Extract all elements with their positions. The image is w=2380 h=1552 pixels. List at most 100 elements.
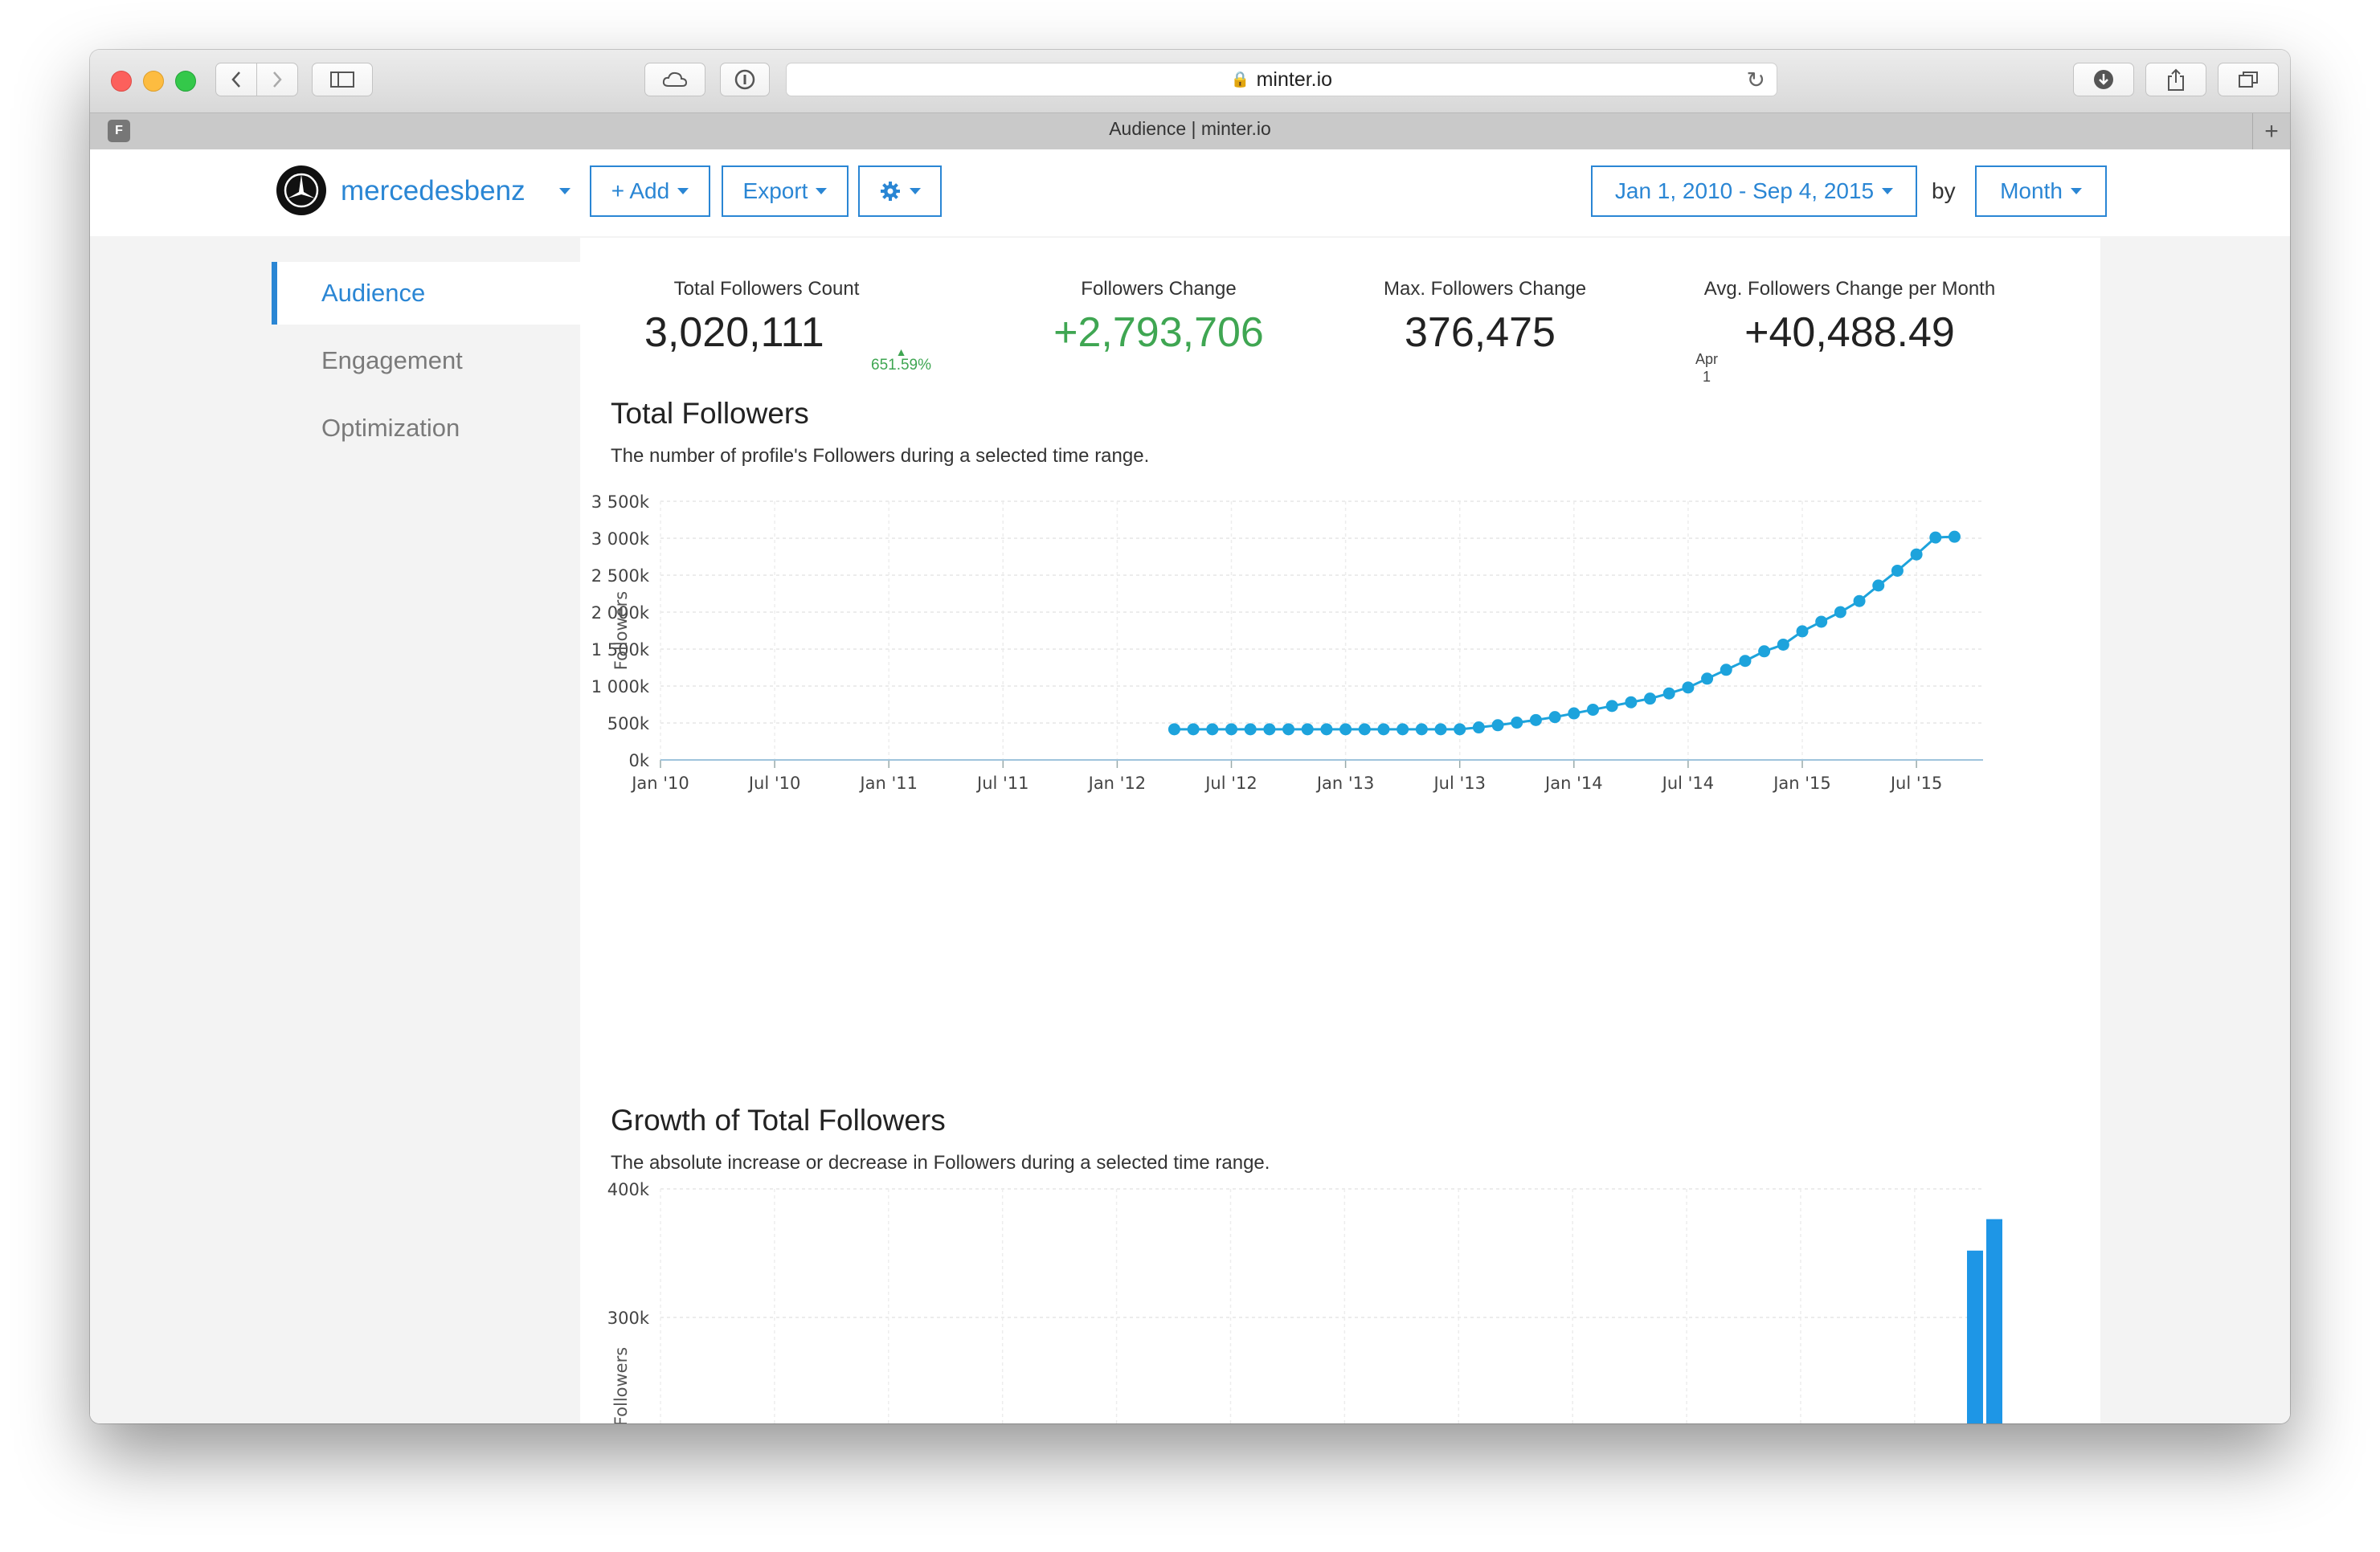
x-tick-label: Jan '10 — [630, 774, 689, 793]
max-change-date: Apr 1 — [1691, 350, 1723, 386]
data-point — [1454, 723, 1466, 736]
followers-change-percent: ▲ 651.59% — [871, 345, 932, 374]
tabs-overview-button[interactable] — [2218, 63, 2279, 96]
x-tick-label: Jan '14 — [1544, 774, 1603, 793]
x-tick-label: Jul '15 — [1889, 774, 1943, 793]
data-point — [1605, 700, 1618, 713]
chevron-right-icon — [273, 71, 282, 88]
data-point — [1511, 717, 1523, 729]
granularity-select[interactable]: Month — [1975, 165, 2107, 217]
stat-total-followers: Total Followers Count 3,020,111 — [644, 278, 889, 357]
forward-button[interactable] — [256, 63, 298, 96]
y-tick-label: 3 500k — [591, 492, 650, 512]
favicon-icon: F — [108, 120, 130, 142]
share-button[interactable] — [2145, 63, 2206, 96]
y-tick-label: 0k — [628, 751, 649, 770]
data-point — [1301, 723, 1314, 736]
y-axis-label: Followers — [611, 1347, 631, 1423]
caret-down-icon — [816, 188, 828, 194]
stat-label: Max. Followers Change — [1384, 278, 1587, 300]
browser-window: 🔒 minter.io ↻ F Audience | minter.io + m… — [90, 50, 2290, 1423]
sidebar-item-engagement[interactable]: Engagement — [272, 329, 582, 392]
settings-button[interactable] — [858, 165, 942, 217]
max-change-month: Apr — [1695, 351, 1718, 367]
add-button[interactable]: + Add — [590, 165, 710, 217]
growth-desc: The absolute increase or decrease in Fol… — [611, 1152, 1270, 1174]
sidebar-item-label: Audience — [321, 279, 426, 307]
data-point — [1472, 721, 1485, 734]
data-point — [1339, 723, 1352, 736]
info-circle-icon — [734, 69, 755, 90]
sidebar-item-audience[interactable]: Audience — [272, 262, 582, 325]
tabs-icon — [2239, 71, 2258, 88]
date-range-picker[interactable]: Jan 1, 2010 - Sep 4, 2015 — [1591, 165, 1917, 217]
data-point — [1586, 703, 1599, 716]
new-tab-button[interactable]: + — [2252, 113, 2290, 150]
data-point — [1187, 723, 1200, 736]
cloud-icon — [662, 71, 688, 87]
data-point — [1625, 696, 1638, 709]
data-point — [1168, 723, 1180, 736]
sidebar-icon — [330, 71, 354, 88]
sidebar-toggle-button[interactable] — [312, 63, 373, 96]
zoom-window-button[interactable] — [175, 71, 196, 92]
data-point — [1872, 579, 1885, 592]
data-point — [1282, 723, 1295, 736]
back-button[interactable] — [215, 63, 257, 96]
data-point — [1548, 711, 1561, 724]
close-window-button[interactable] — [111, 71, 132, 92]
total-followers-desc: The number of profile's Followers during… — [611, 445, 1150, 467]
max-change-day: 1 — [1702, 369, 1711, 385]
chevron-left-icon — [231, 71, 240, 88]
x-tick-label: Jan '13 — [1315, 774, 1375, 793]
data-point — [1529, 713, 1542, 726]
stat-avg-change: Avg. Followers Change per Month +40,488.… — [1697, 278, 2002, 357]
y-axis-label: Followers — [611, 591, 631, 670]
downloads-button[interactable] — [2073, 63, 2134, 96]
data-point — [1758, 645, 1771, 658]
sidebar-item-optimization[interactable]: Optimization — [272, 397, 582, 459]
minimize-window-button[interactable] — [143, 71, 164, 92]
brand-dropdown-icon[interactable] — [559, 188, 570, 194]
y-tick-label: 500k — [607, 714, 650, 733]
data-point — [1263, 723, 1276, 736]
x-tick-label: Jan '11 — [858, 774, 918, 793]
y-tick-label: 400k — [607, 1180, 650, 1199]
x-tick-label: Jul '10 — [747, 774, 801, 793]
stat-value: 376,475 — [1405, 309, 1556, 356]
caret-down-icon — [677, 188, 689, 194]
gear-icon — [881, 182, 900, 201]
brand-logo-icon — [276, 165, 326, 215]
x-tick-label: Jan '12 — [1087, 774, 1147, 793]
sidebar: Audience Engagement Optimization — [272, 262, 582, 464]
cloud-tabs-button[interactable] — [644, 63, 705, 96]
up-arrow-icon: ▲ — [895, 345, 907, 358]
export-button[interactable]: Export — [722, 165, 849, 217]
data-point — [1720, 664, 1732, 676]
main-content: Total Followers Count 3,020,111 ▲ 651.59… — [580, 238, 2100, 1423]
caret-down-icon — [2070, 188, 2082, 194]
percent-value: 651.59% — [871, 357, 932, 374]
brand-name[interactable]: mercedesbenz — [341, 175, 525, 206]
data-point — [1397, 723, 1409, 736]
data-point — [1662, 687, 1675, 700]
x-tick-label: Jul '11 — [975, 774, 1029, 793]
data-point — [1225, 723, 1238, 736]
address-bar[interactable]: 🔒 minter.io ↻ — [786, 63, 1777, 96]
data-point — [1358, 723, 1371, 736]
reload-icon[interactable]: ↻ — [1746, 67, 1765, 92]
address-text: minter.io — [1256, 67, 1333, 91]
lock-icon: 🔒 — [1230, 71, 1250, 88]
data-point — [1910, 548, 1923, 561]
data-point — [1377, 723, 1390, 736]
data-point — [1891, 564, 1904, 577]
password-button[interactable] — [720, 63, 770, 96]
growth-bar — [1967, 1250, 1983, 1423]
stat-label: Followers Change — [1081, 278, 1237, 300]
granularity-label: Month — [2000, 178, 2063, 203]
tab-title[interactable]: Audience | minter.io — [1109, 118, 1271, 139]
data-point — [1948, 530, 1961, 543]
y-tick-label: 2 000k — [591, 603, 650, 623]
x-tick-label: Jul '12 — [1204, 774, 1257, 793]
stat-max-change: Max. Followers Change 376,475 — [1384, 278, 1587, 357]
